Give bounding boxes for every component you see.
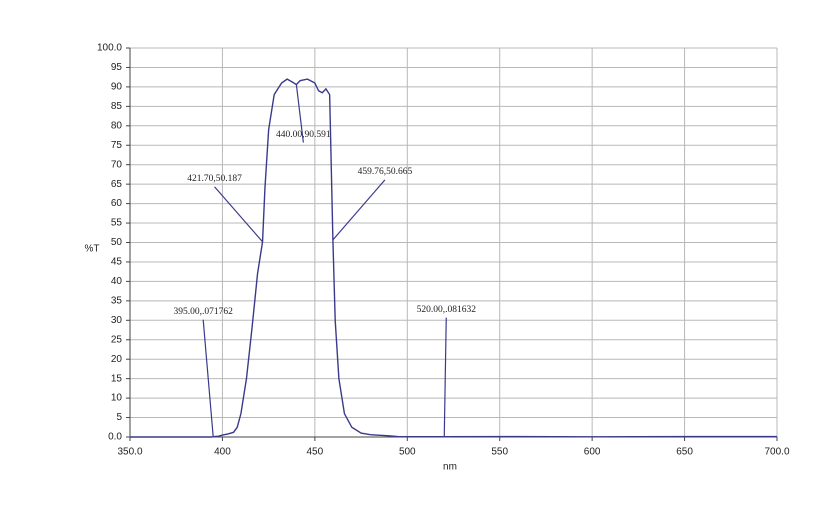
y-tick-label: 70	[111, 159, 123, 170]
y-tick-label: 30	[111, 315, 123, 326]
y-axis-label: %T	[85, 244, 100, 255]
annotation-leader	[443, 317, 447, 437]
annotation-label: 421.70,50.187	[187, 174, 242, 184]
y-tick-label: 95	[111, 62, 123, 73]
x-tick-label: 450	[307, 447, 324, 458]
x-tick-label: 400	[214, 447, 231, 458]
annotation-leader	[202, 319, 214, 437]
x-tick-label: 500	[399, 447, 416, 458]
y-tick-label: 60	[111, 198, 123, 209]
y-tick-label: 0.0	[108, 432, 122, 443]
y-tick-label: 80	[111, 120, 123, 131]
annotation-label: 440.00,90.591	[276, 130, 331, 140]
y-tick-label: 90	[111, 82, 123, 93]
x-tick-label: 550	[491, 447, 508, 458]
spectrum-line	[130, 78, 777, 438]
y-tick-label: 50	[111, 237, 123, 248]
annotation-leader	[214, 186, 263, 243]
annotation-leader	[295, 84, 304, 143]
y-tick-label: 85	[111, 101, 123, 112]
y-tick-label: 5	[116, 412, 122, 423]
y-tick-label: 35	[111, 295, 123, 306]
y-tick-label: 55	[111, 218, 123, 229]
y-tick-label: 25	[111, 334, 123, 345]
x-tick-label: 350.0	[117, 447, 142, 458]
annotation-label: 395.00,.071762	[173, 307, 233, 317]
y-tick-label: 40	[111, 276, 123, 287]
x-tick-label: 650	[676, 447, 693, 458]
y-tick-label: 75	[111, 140, 123, 151]
annotation-label: 459.76,50.665	[358, 167, 413, 177]
y-tick-label: 10	[111, 393, 123, 404]
x-tick-label: 700.0	[764, 447, 789, 458]
annotation-label: 520.00,.081632	[417, 305, 477, 315]
y-tick-label: 20	[111, 354, 123, 365]
x-axis-label: nm	[443, 462, 457, 473]
y-tick-label: 65	[111, 179, 123, 190]
annotation-leader	[332, 179, 386, 241]
y-tick-label: 100.0	[97, 43, 122, 54]
y-tick-label: 15	[111, 373, 123, 384]
y-tick-label: 45	[111, 257, 123, 268]
x-tick-label: 600	[584, 447, 601, 458]
